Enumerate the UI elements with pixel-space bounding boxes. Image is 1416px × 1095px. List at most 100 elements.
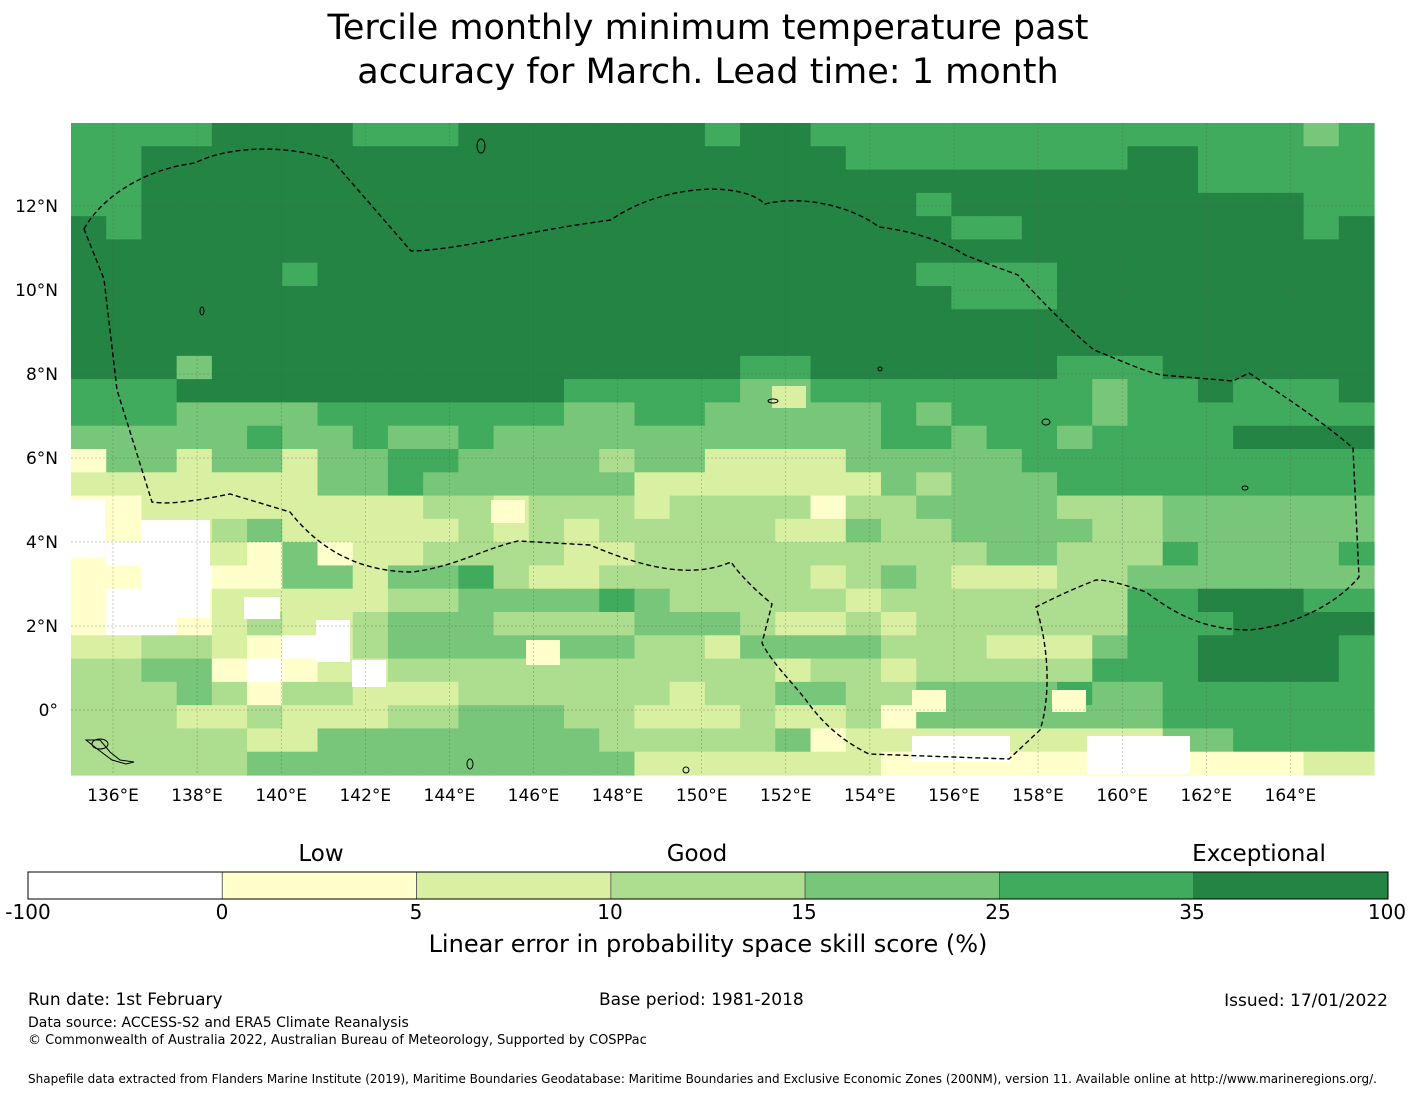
skill-cell (810, 705, 847, 730)
skill-cell (740, 612, 776, 636)
skill-cell (1197, 565, 1234, 590)
island-outline (91, 738, 109, 750)
skill-cell (352, 728, 389, 753)
skill-cell (1021, 355, 1058, 380)
skill-cell (141, 379, 178, 404)
skill-cell (1338, 309, 1375, 334)
skill-cell (1197, 262, 1234, 287)
skill-cell (528, 612, 565, 636)
skill-cell (880, 216, 917, 241)
skill-cell (71, 216, 107, 241)
skill-cell (1057, 355, 1093, 380)
skill-cell (176, 635, 213, 660)
skill-cell (387, 216, 424, 241)
skill-cell (1092, 146, 1129, 171)
skill-cell (1162, 495, 1199, 520)
skill-cell (106, 425, 143, 450)
skill-cell (775, 262, 812, 287)
skill-cell (916, 612, 953, 636)
skill-cell (916, 542, 953, 567)
skill-cell (740, 169, 776, 194)
skill-cell (634, 309, 671, 334)
skill-cell (1233, 751, 1269, 776)
skill-cell (880, 565, 917, 590)
skill-cell (141, 123, 178, 147)
colorbar-segment (27, 871, 223, 900)
skill-cell (1268, 542, 1305, 567)
skill-cell (845, 425, 882, 450)
skill-cell (1338, 588, 1375, 613)
skill-cell (71, 612, 107, 636)
skill-cell (247, 123, 283, 147)
skill-cell (1127, 588, 1164, 613)
skill-cell (845, 588, 882, 613)
skill-cell (282, 518, 319, 543)
skill-cell (1092, 332, 1129, 357)
skill-cell (1057, 425, 1093, 450)
skill-cell (211, 146, 248, 171)
skill-cell (916, 146, 953, 171)
skill-cell (669, 146, 706, 171)
skill-cell (106, 728, 143, 753)
title-line-1: Tercile monthly minimum temperature past (327, 8, 1089, 48)
skill-cell (387, 495, 424, 520)
skill-cell (880, 635, 917, 660)
island-outline (466, 758, 474, 770)
skill-cell (1052, 690, 1086, 712)
skill-cell (810, 402, 847, 427)
skill-cell (564, 309, 600, 334)
skill-cell (916, 518, 953, 543)
colorbar-tick: 25 (985, 900, 1011, 924)
skill-cell (141, 169, 178, 194)
skill-cell (634, 146, 671, 171)
skill-cell (247, 379, 283, 404)
skill-cell (599, 169, 636, 194)
skill-cell (986, 449, 1023, 473)
skill-cell (493, 588, 530, 613)
longitude-tick-label: 140°E (255, 786, 307, 806)
skill-cell (916, 286, 953, 310)
skill-cell (423, 705, 459, 730)
skill-cell (704, 332, 741, 357)
skill-cell (775, 169, 812, 194)
skill-cell (423, 216, 459, 241)
skill-cell (845, 169, 882, 194)
skill-cell (387, 635, 424, 660)
skill-cell (810, 239, 847, 264)
skill-cell (1268, 472, 1305, 497)
skill-cell (634, 402, 671, 427)
skill-cell (1303, 751, 1340, 776)
skill-cell (1162, 146, 1199, 171)
skill-cell (740, 658, 776, 683)
skill-cell (1233, 518, 1269, 543)
skill-cell (1197, 635, 1234, 660)
skill-cell (423, 332, 459, 357)
skill-cell (211, 588, 248, 613)
latitude-tick-label: 8°N (26, 365, 58, 385)
skill-cell (493, 286, 530, 310)
skill-cell (634, 332, 671, 357)
skill-cell (493, 355, 530, 380)
skill-cell (599, 635, 636, 660)
skill-cell (634, 635, 671, 660)
skill-score-map: 136°E 138°E 140°E 142°E 144°E 146°E 148°E 150°E… (15, 123, 1389, 900)
skill-cell (247, 705, 283, 730)
skill-cell (564, 192, 600, 217)
skill-cell (1268, 123, 1305, 147)
skill-cell (1021, 123, 1058, 147)
skill-cell (775, 146, 812, 171)
skill-cell (458, 681, 495, 706)
skill-cell (1338, 169, 1375, 194)
skill-cell (423, 472, 459, 497)
skill-cell (1021, 239, 1058, 264)
skill-cell (704, 169, 741, 194)
skill-cell (1092, 565, 1129, 590)
skill-cell (106, 239, 143, 264)
skill-cell (951, 542, 988, 567)
skill-cell (599, 216, 636, 241)
skill-cell (528, 588, 565, 613)
skill-cell (986, 472, 1023, 497)
skill-cell (1197, 309, 1234, 334)
skill-cell (775, 728, 812, 753)
skill-cell (1162, 286, 1199, 310)
